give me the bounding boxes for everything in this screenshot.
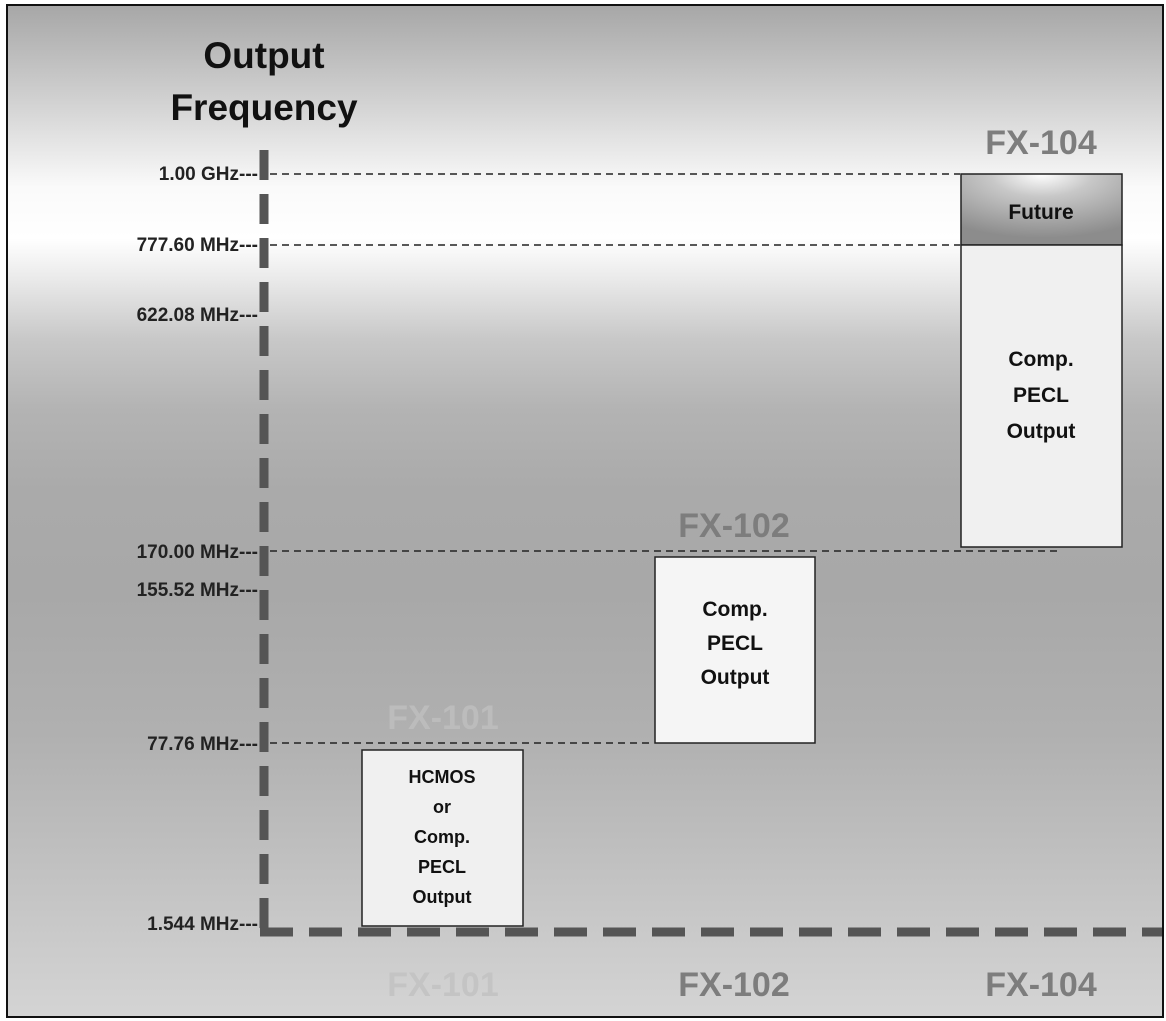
fx102-box-text: Comp. PECL Output: [701, 598, 770, 689]
title-line-1: Output: [203, 35, 324, 76]
fx101-box-text: HCMOS or Comp. PECL Output: [409, 767, 476, 907]
diagram-frame: Output Frequency 1.00 GHz--- 777.60 MHz-…: [6, 4, 1164, 1018]
fx104-box-line: Output: [1007, 420, 1076, 443]
frequency-diagram: Output Frequency 1.00 GHz--- 777.60 MHz-…: [137, 35, 1162, 1004]
fx104-box-text: Comp. PECL Output: [1007, 348, 1076, 443]
fx104-future-label: Future: [1008, 201, 1073, 224]
fx101-box: [361, 749, 524, 927]
fx101-box-line: Comp.: [414, 827, 470, 847]
bottom-label-fx104: FX-104: [985, 966, 1097, 1004]
fx101-box-line: Output: [413, 887, 472, 907]
fx102-box-line: Comp.: [702, 598, 767, 621]
fx101-box-line: or: [433, 797, 451, 817]
axis-label-77mhz: 77.76 MHz---: [147, 734, 258, 755]
fx104-header-label: FX-104: [985, 124, 1097, 162]
axis-label-170mhz: 170.00 MHz---: [137, 542, 258, 563]
fx102-box-line: Output: [701, 666, 770, 689]
axis-label-622mhz: 622.08 MHz---: [137, 305, 258, 326]
title-line-2: Frequency: [170, 87, 358, 128]
guide-lines: [270, 173, 1060, 744]
axis-label-777mhz: 777.60 MHz---: [137, 235, 258, 256]
bottom-label-fx102: FX-102: [678, 966, 790, 1004]
fx102-header-label: FX-102: [678, 507, 790, 545]
fx101-box-line: PECL: [418, 857, 466, 877]
fx104-box-line: Comp.: [1008, 348, 1073, 371]
fx102-box: [654, 556, 816, 744]
bottom-labels: FX-101 FX-102 FX-104: [387, 966, 1097, 1004]
axis-labels: 1.00 GHz--- 777.60 MHz--- 622.08 MHz--- …: [137, 164, 258, 935]
axis-label-1ghz: 1.00 GHz---: [159, 164, 258, 185]
fx102-box-line: PECL: [707, 632, 763, 655]
axis-label-1544mhz: 1.544 MHz---: [147, 914, 258, 935]
fx104-box-line: PECL: [1013, 384, 1069, 407]
bottom-label-fx101: FX-101: [387, 966, 499, 1004]
fx101-header-label: FX-101: [387, 699, 499, 737]
fx101-box-line: HCMOS: [409, 767, 476, 787]
fx104-future-box: [960, 173, 1123, 246]
fx104-box: [960, 244, 1123, 548]
axis-label-155mhz: 155.52 MHz---: [137, 580, 258, 601]
